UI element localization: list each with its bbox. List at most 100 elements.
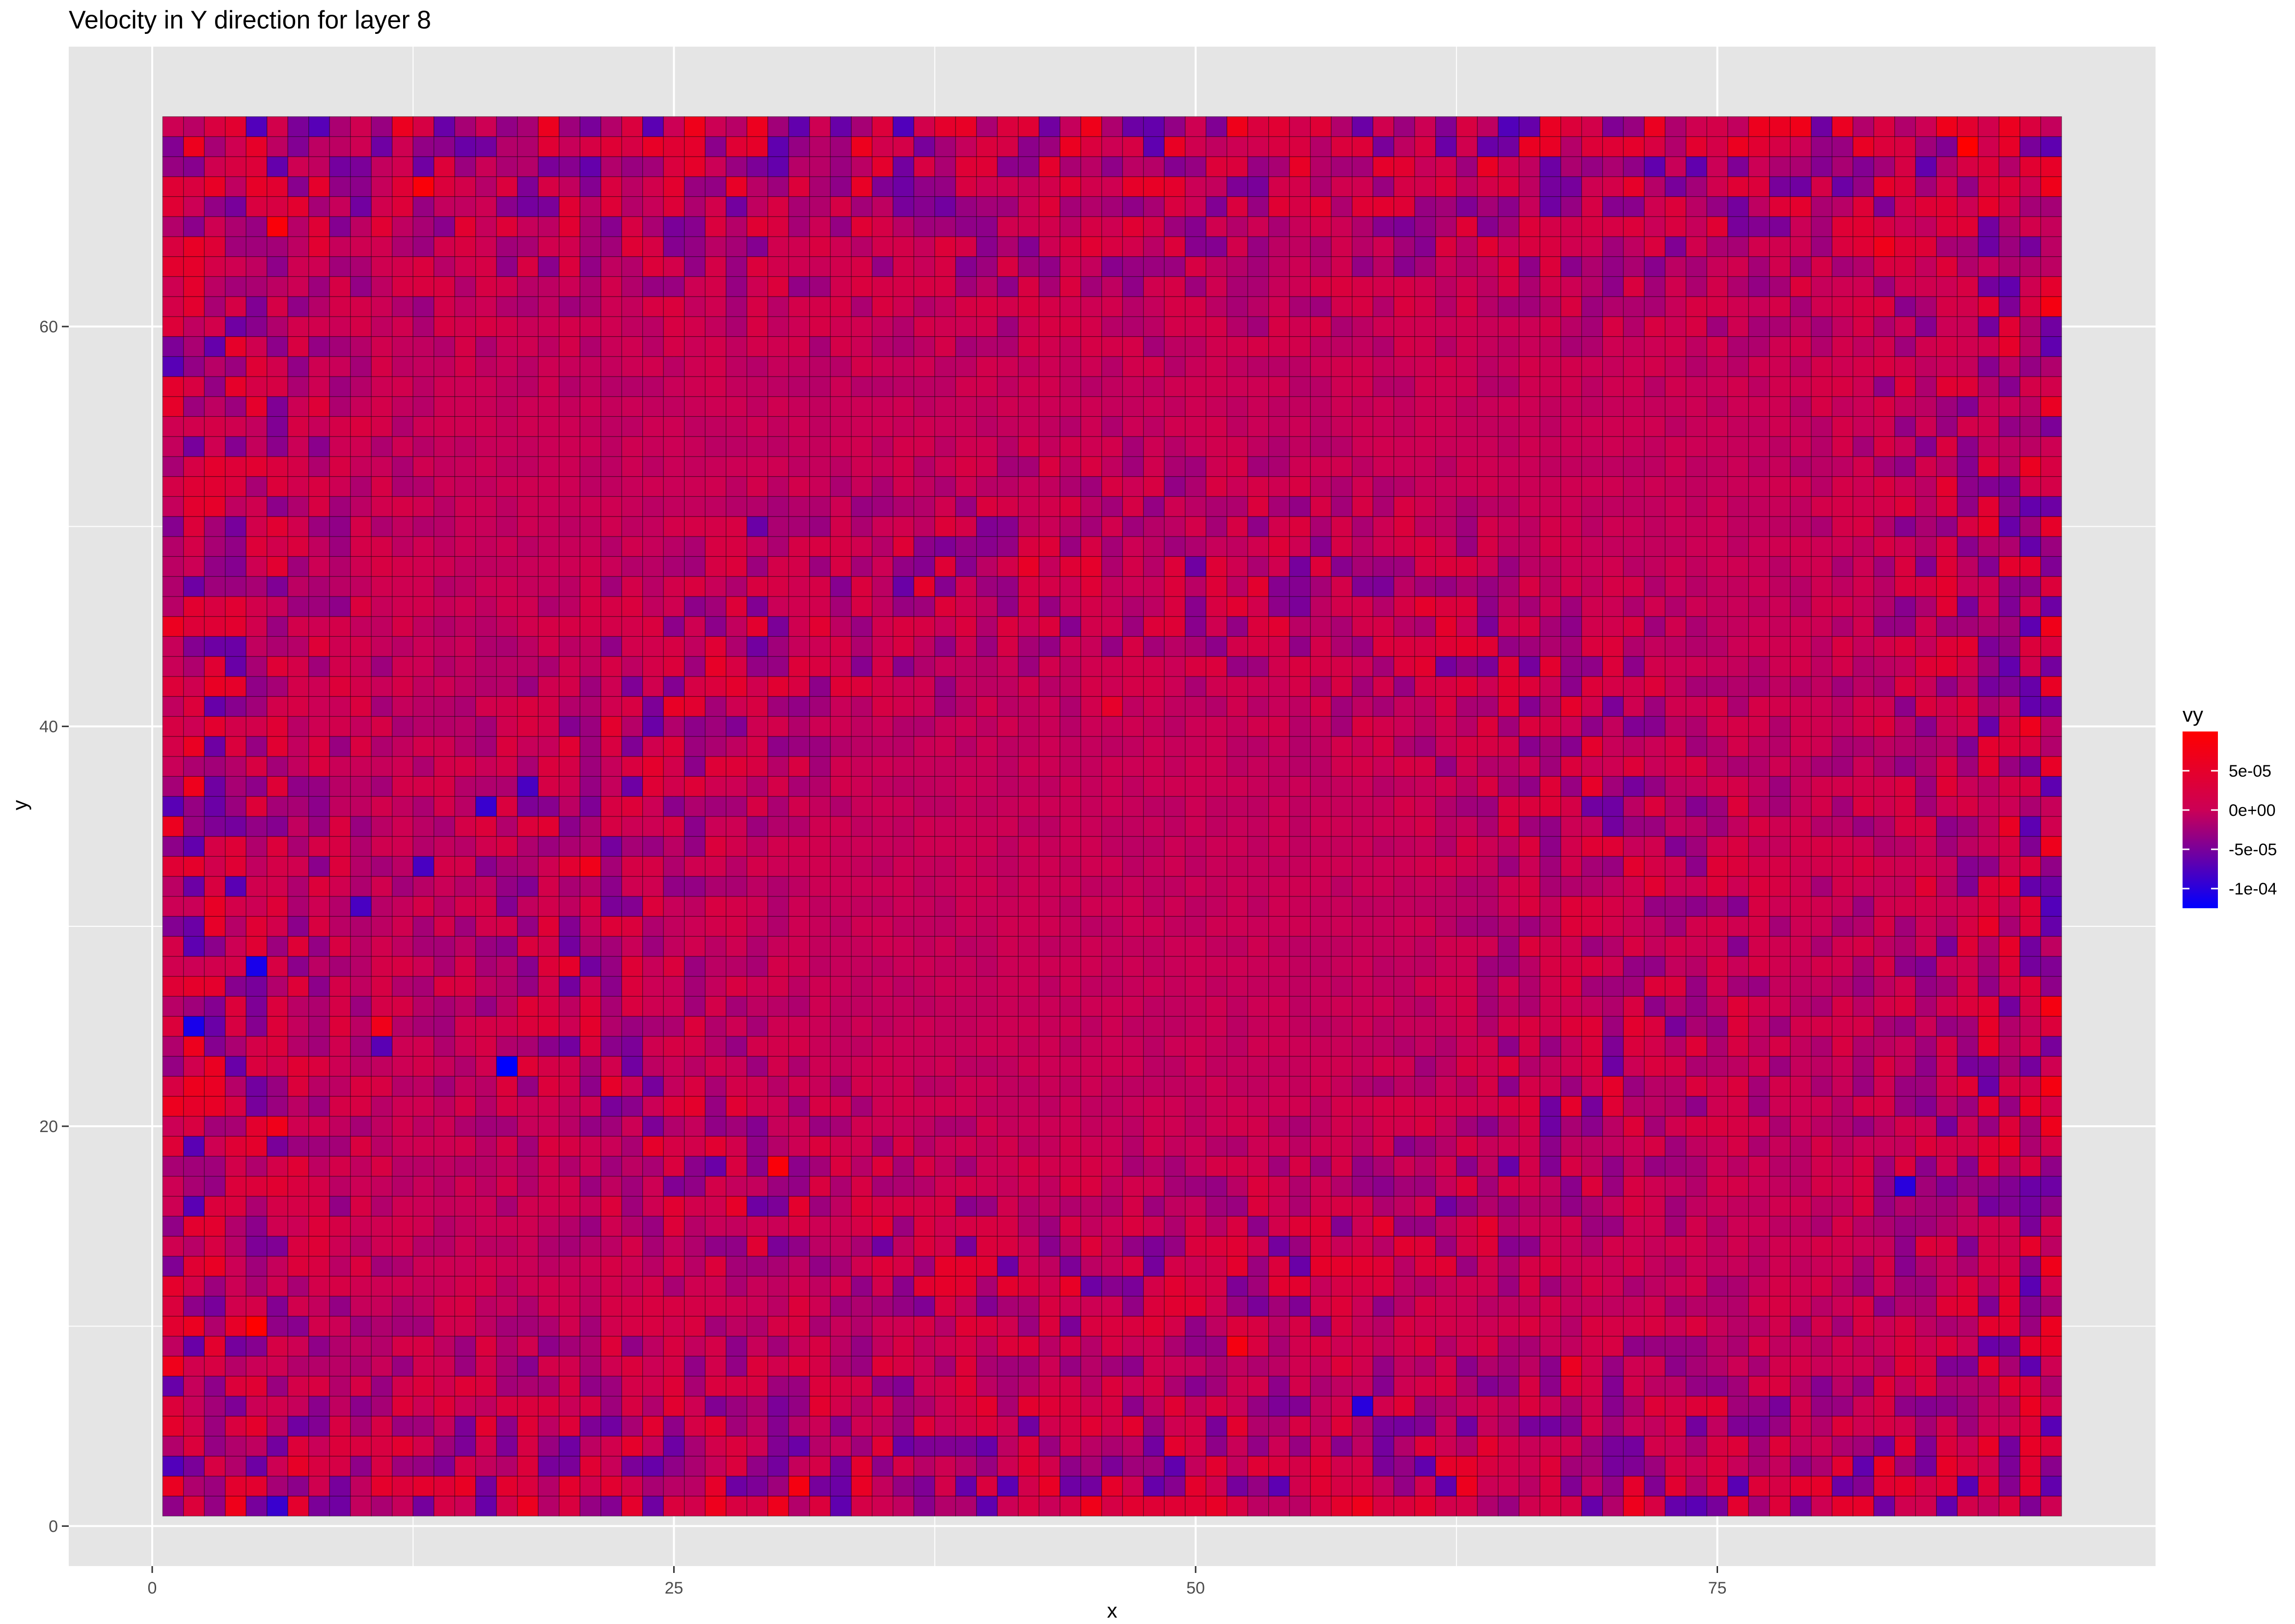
heatmap-tile: [1101, 476, 1123, 497]
heatmap-tile: [1143, 216, 1165, 237]
heatmap-tile: [1393, 216, 1415, 237]
heatmap-tile: [579, 856, 601, 877]
heatmap-tile: [809, 296, 831, 317]
heatmap-tile: [955, 1415, 977, 1436]
heatmap-tile: [1539, 356, 1561, 377]
heatmap-tile: [434, 276, 455, 297]
heatmap-tile: [934, 1136, 956, 1157]
heatmap-tile: [1352, 936, 1373, 957]
heatmap-tile: [371, 1196, 393, 1217]
heatmap-tile: [1060, 636, 1081, 657]
heatmap-tile: [559, 536, 580, 557]
heatmap-tile: [872, 116, 894, 137]
heatmap-tile: [893, 456, 914, 477]
heatmap-tile: [663, 176, 685, 197]
heatmap-tile: [1268, 556, 1290, 577]
heatmap-tile: [454, 416, 476, 437]
heatmap-tile: [830, 776, 852, 797]
heatmap-tile: [830, 1216, 852, 1237]
heatmap-tile: [1310, 256, 1332, 277]
heatmap-tile: [934, 996, 956, 1017]
heatmap-tile: [1602, 1156, 1624, 1177]
heatmap-tile: [1205, 236, 1228, 257]
heatmap-tile: [434, 1316, 455, 1337]
heatmap-tile: [997, 656, 1019, 677]
heatmap-tile: [1477, 896, 1499, 917]
heatmap-tile: [976, 1435, 998, 1457]
heatmap-tile: [851, 1196, 873, 1217]
heatmap-tile: [246, 256, 268, 277]
heatmap-tile: [684, 516, 706, 537]
heatmap-tile: [1018, 776, 1039, 797]
heatmap-tile: [705, 236, 727, 257]
heatmap-tile: [1289, 456, 1311, 477]
heatmap-tile: [267, 1036, 288, 1057]
heatmap-tile: [934, 396, 956, 417]
heatmap-tile: [287, 596, 309, 617]
heatmap-tile: [684, 196, 706, 217]
heatmap-tile: [684, 616, 706, 637]
heatmap-tile: [1519, 416, 1540, 437]
heatmap-tile: [412, 616, 435, 637]
heatmap-tile: [1477, 1456, 1499, 1477]
heatmap-tile: [1498, 1016, 1520, 1037]
heatmap-tile: [267, 276, 288, 297]
heatmap-tile: [851, 236, 873, 257]
heatmap-tile: [642, 736, 664, 757]
heatmap-tile: [1080, 996, 1102, 1017]
heatmap-tile: [1498, 1116, 1520, 1137]
heatmap-tile: [1519, 1216, 1540, 1237]
heatmap-tile: [1352, 1415, 1373, 1436]
heatmap-tile: [1038, 1316, 1061, 1337]
heatmap-tile: [976, 596, 998, 617]
heatmap-tile: [705, 136, 727, 157]
heatmap-tile: [454, 776, 476, 797]
heatmap-tile: [913, 1396, 935, 1417]
heatmap-tile: [1393, 1456, 1415, 1477]
heatmap-tile: [1581, 996, 1603, 1017]
heatmap-tile: [767, 1316, 789, 1337]
heatmap-tile: [642, 936, 664, 957]
heatmap-tile: [392, 956, 413, 977]
heatmap-tile: [1393, 836, 1415, 857]
heatmap-tile: [1581, 1456, 1603, 1477]
heatmap-tile: [183, 1396, 205, 1417]
heatmap-tile: [225, 1136, 246, 1157]
heatmap-tile: [1372, 136, 1394, 157]
heatmap-tile: [392, 496, 413, 517]
heatmap-tile: [1519, 1415, 1540, 1436]
heatmap-tile: [1018, 1296, 1039, 1317]
heatmap-tile: [1477, 976, 1499, 997]
heatmap-tile: [329, 976, 351, 997]
heatmap-tile: [350, 1456, 372, 1477]
heatmap-tile: [1310, 316, 1332, 337]
heatmap-tile: [851, 1376, 873, 1397]
heatmap-tile: [642, 816, 664, 837]
heatmap-tile: [434, 1476, 455, 1497]
heatmap-tile: [1623, 456, 1645, 477]
heatmap-tile: [1519, 276, 1540, 297]
heatmap-tile: [1205, 636, 1228, 657]
heatmap-tile: [475, 156, 497, 177]
heatmap-tile: [1247, 1196, 1269, 1217]
heatmap-tile: [1268, 1036, 1290, 1057]
heatmap-tile: [809, 816, 831, 837]
heatmap-tile: [371, 256, 393, 277]
heatmap-tile: [579, 756, 601, 777]
heatmap-tile: [726, 156, 747, 177]
heatmap-tile: [350, 296, 372, 317]
heatmap-tile: [1101, 1456, 1123, 1477]
heatmap-tile: [705, 756, 727, 777]
heatmap-tile: [1060, 416, 1081, 437]
heatmap-tile: [434, 996, 455, 1017]
heatmap-tile: [1623, 1216, 1645, 1237]
heatmap-tile: [1581, 1116, 1603, 1137]
heatmap-tile: [267, 156, 288, 177]
heatmap-tile: [809, 1296, 831, 1317]
heatmap-tile: [1477, 1056, 1499, 1077]
heatmap-tile: [746, 1236, 768, 1257]
heatmap-tile: [642, 1456, 664, 1477]
heatmap-tile: [350, 1415, 372, 1436]
heatmap-tile: [976, 456, 998, 477]
heatmap-tile: [371, 356, 393, 377]
